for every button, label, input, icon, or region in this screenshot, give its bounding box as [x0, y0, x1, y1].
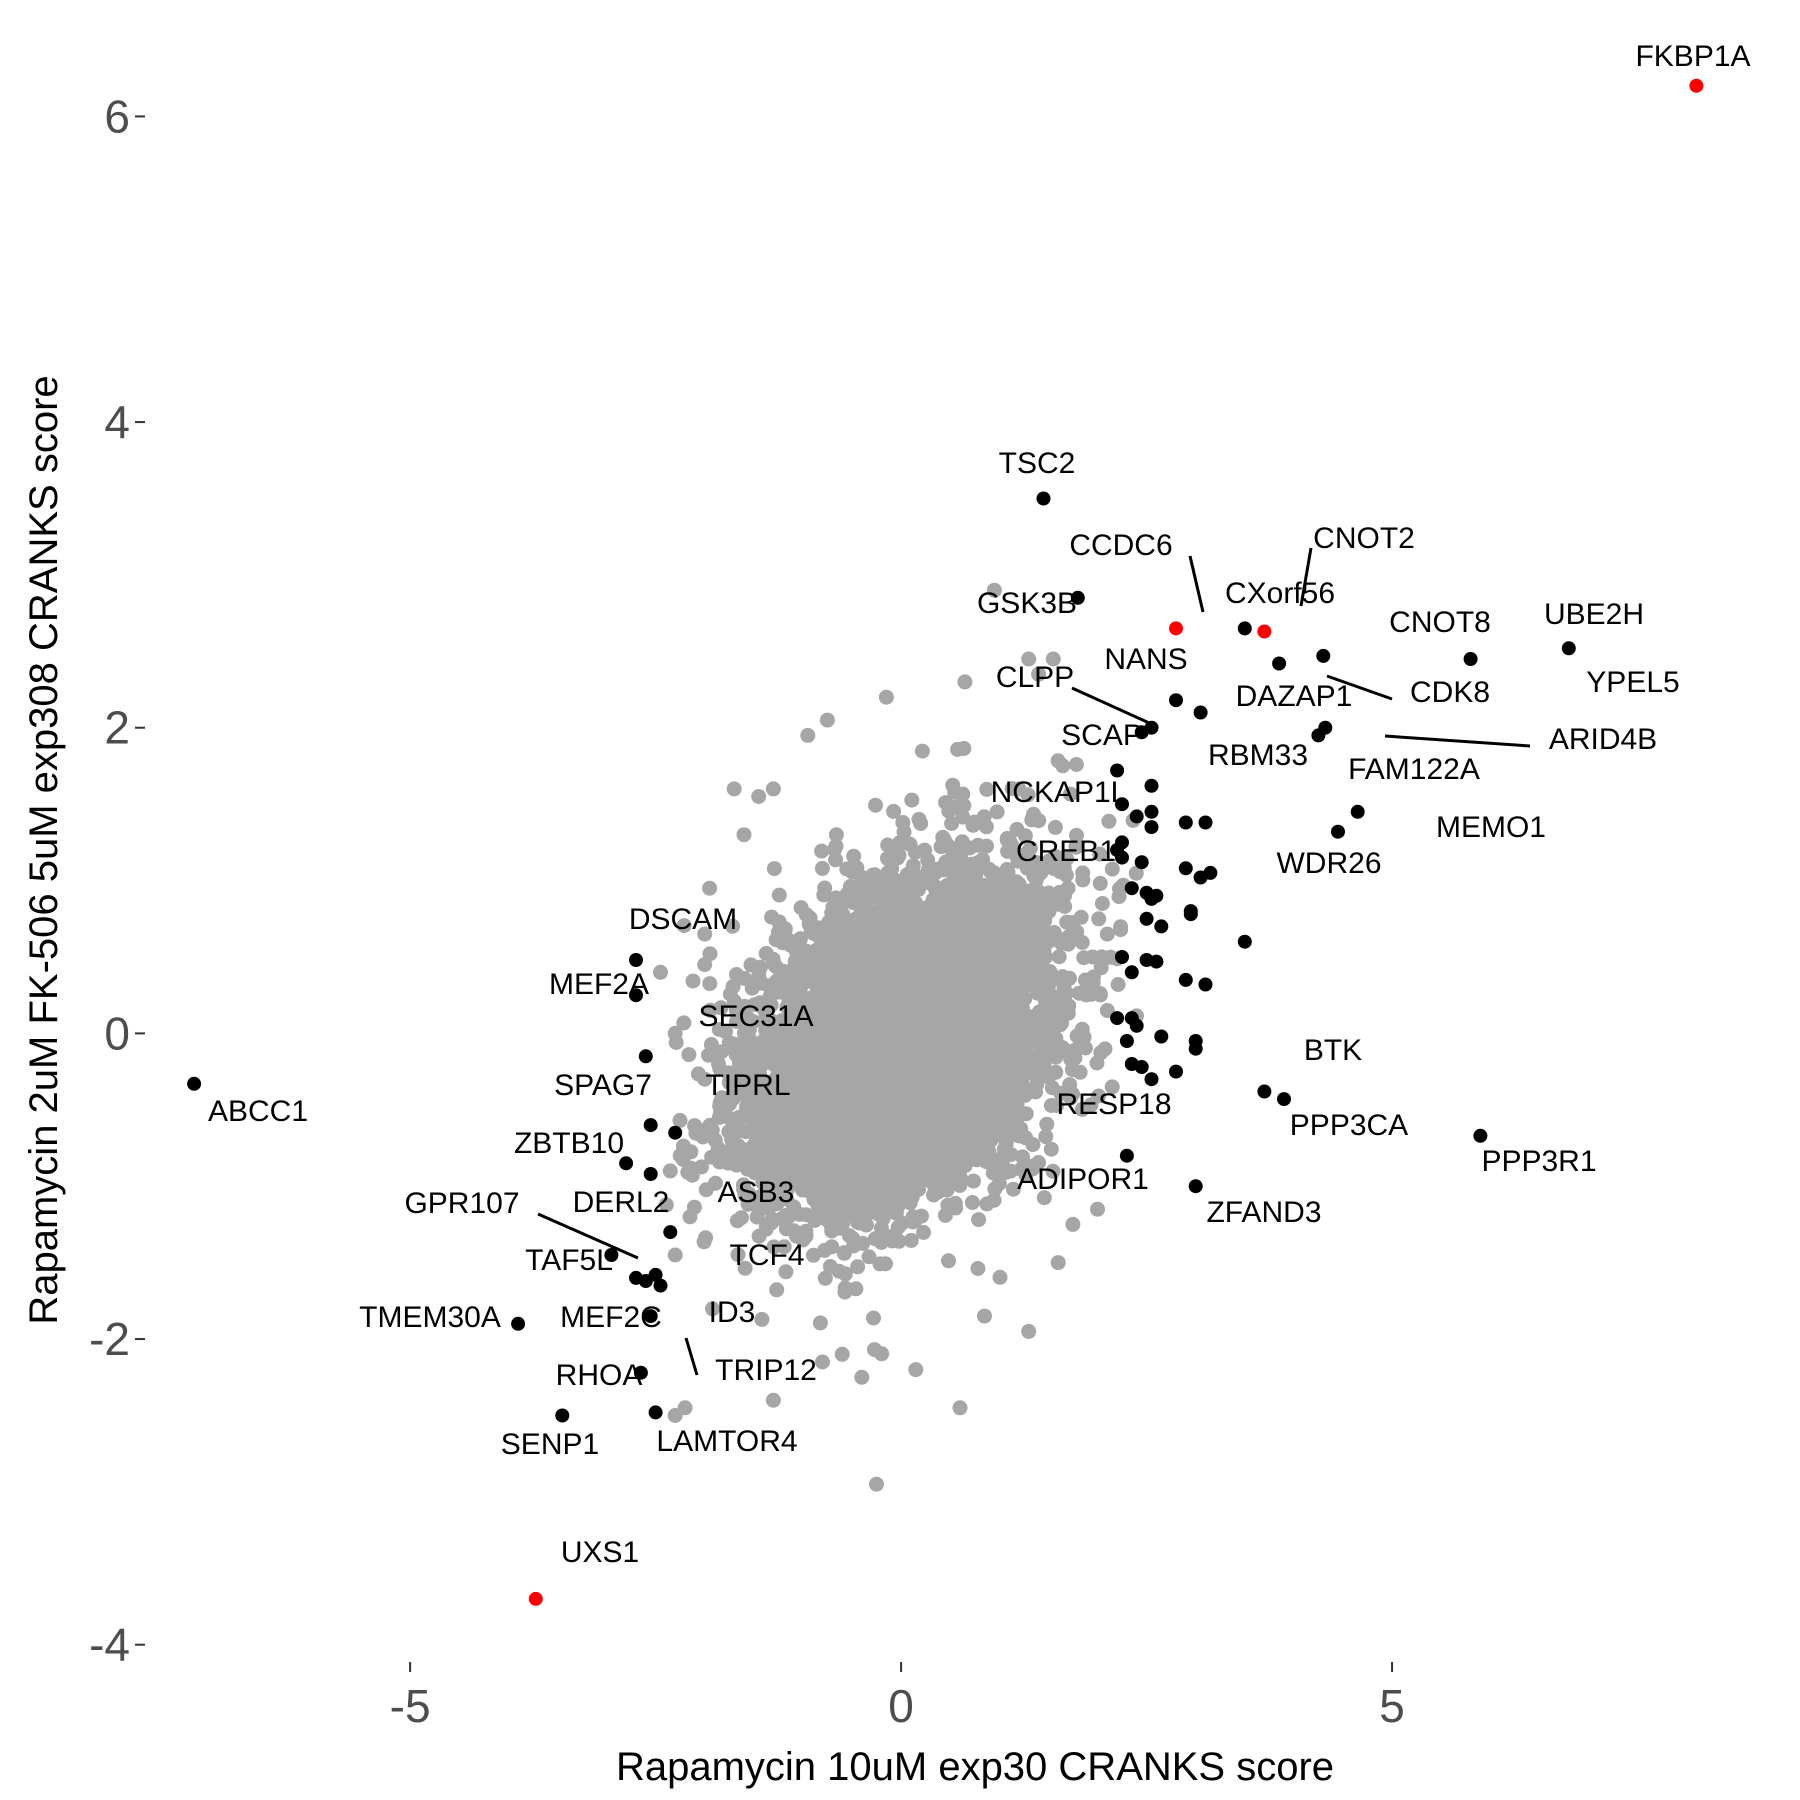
background-point	[831, 1263, 847, 1279]
background-point	[1017, 828, 1033, 844]
background-point	[867, 1201, 883, 1217]
background-point	[850, 1259, 866, 1275]
background-point	[970, 837, 986, 853]
background-point	[1074, 1021, 1090, 1037]
background-point	[725, 918, 741, 934]
background-point	[1091, 1088, 1107, 1104]
background-point	[778, 1264, 794, 1280]
background-point	[730, 1247, 746, 1263]
background-point	[1051, 949, 1067, 965]
background-point	[1128, 865, 1144, 881]
background-point	[868, 797, 883, 813]
background-points-layer	[653, 582, 1144, 1492]
background-point	[872, 1256, 888, 1272]
background-point	[964, 1195, 980, 1210]
background-point	[1049, 1098, 1065, 1113]
background-point	[1038, 1129, 1054, 1145]
background-point	[1034, 1003, 1049, 1019]
background-point	[966, 1173, 981, 1189]
background-point	[1029, 1076, 1045, 1092]
background-point	[867, 1342, 882, 1358]
background-point	[1055, 758, 1071, 774]
background-point	[764, 909, 780, 925]
background-point	[880, 837, 896, 853]
background-point	[779, 1191, 795, 1207]
background-point	[777, 921, 793, 937]
background-point	[805, 1247, 821, 1263]
background-point	[929, 889, 944, 905]
background-point	[1092, 846, 1108, 862]
background-point	[676, 1015, 692, 1031]
background-point	[1063, 786, 1078, 802]
background-point	[944, 816, 960, 831]
background-point	[846, 848, 862, 864]
background-point	[1110, 977, 1126, 992]
background-point	[1099, 926, 1115, 942]
background-point	[880, 850, 895, 866]
background-point	[702, 976, 718, 992]
background-point	[914, 743, 930, 759]
background-point	[956, 798, 972, 814]
background-point	[1036, 1190, 1052, 1206]
background-point	[1068, 757, 1084, 772]
background-point	[911, 811, 927, 827]
background-point	[955, 809, 971, 825]
background-point	[989, 804, 1005, 820]
background-point	[996, 1141, 1012, 1157]
background-point	[866, 1310, 881, 1326]
background-point	[1078, 987, 1094, 1003]
background-point	[687, 1118, 703, 1134]
background-point	[1074, 1101, 1090, 1117]
background-point	[828, 827, 844, 843]
background-point	[672, 1112, 688, 1128]
background-point	[1092, 875, 1108, 891]
background-point	[1041, 904, 1057, 919]
background-point	[971, 1212, 987, 1228]
background-point	[1057, 849, 1073, 865]
background-point	[769, 1282, 785, 1298]
background-point	[817, 880, 833, 896]
background-point	[814, 860, 830, 876]
background-point	[685, 973, 701, 989]
background-point	[766, 861, 782, 877]
background-point	[743, 957, 759, 973]
background-point	[741, 1022, 757, 1038]
background-point	[986, 1192, 1002, 1208]
background-point	[1045, 1163, 1061, 1179]
background-point	[865, 867, 881, 883]
background-point	[728, 1014, 744, 1029]
background-point	[903, 1232, 919, 1248]
background-point	[1047, 819, 1063, 835]
background-point	[828, 890, 844, 906]
background-point	[904, 792, 920, 808]
background-point	[681, 1047, 697, 1063]
background-point	[755, 1175, 771, 1190]
background-point	[792, 931, 808, 947]
background-point	[754, 1311, 770, 1327]
background-point	[771, 887, 787, 903]
background-point	[1101, 813, 1117, 829]
background-point	[1005, 1181, 1021, 1197]
background-point	[1069, 827, 1084, 843]
background-point	[1103, 949, 1119, 965]
